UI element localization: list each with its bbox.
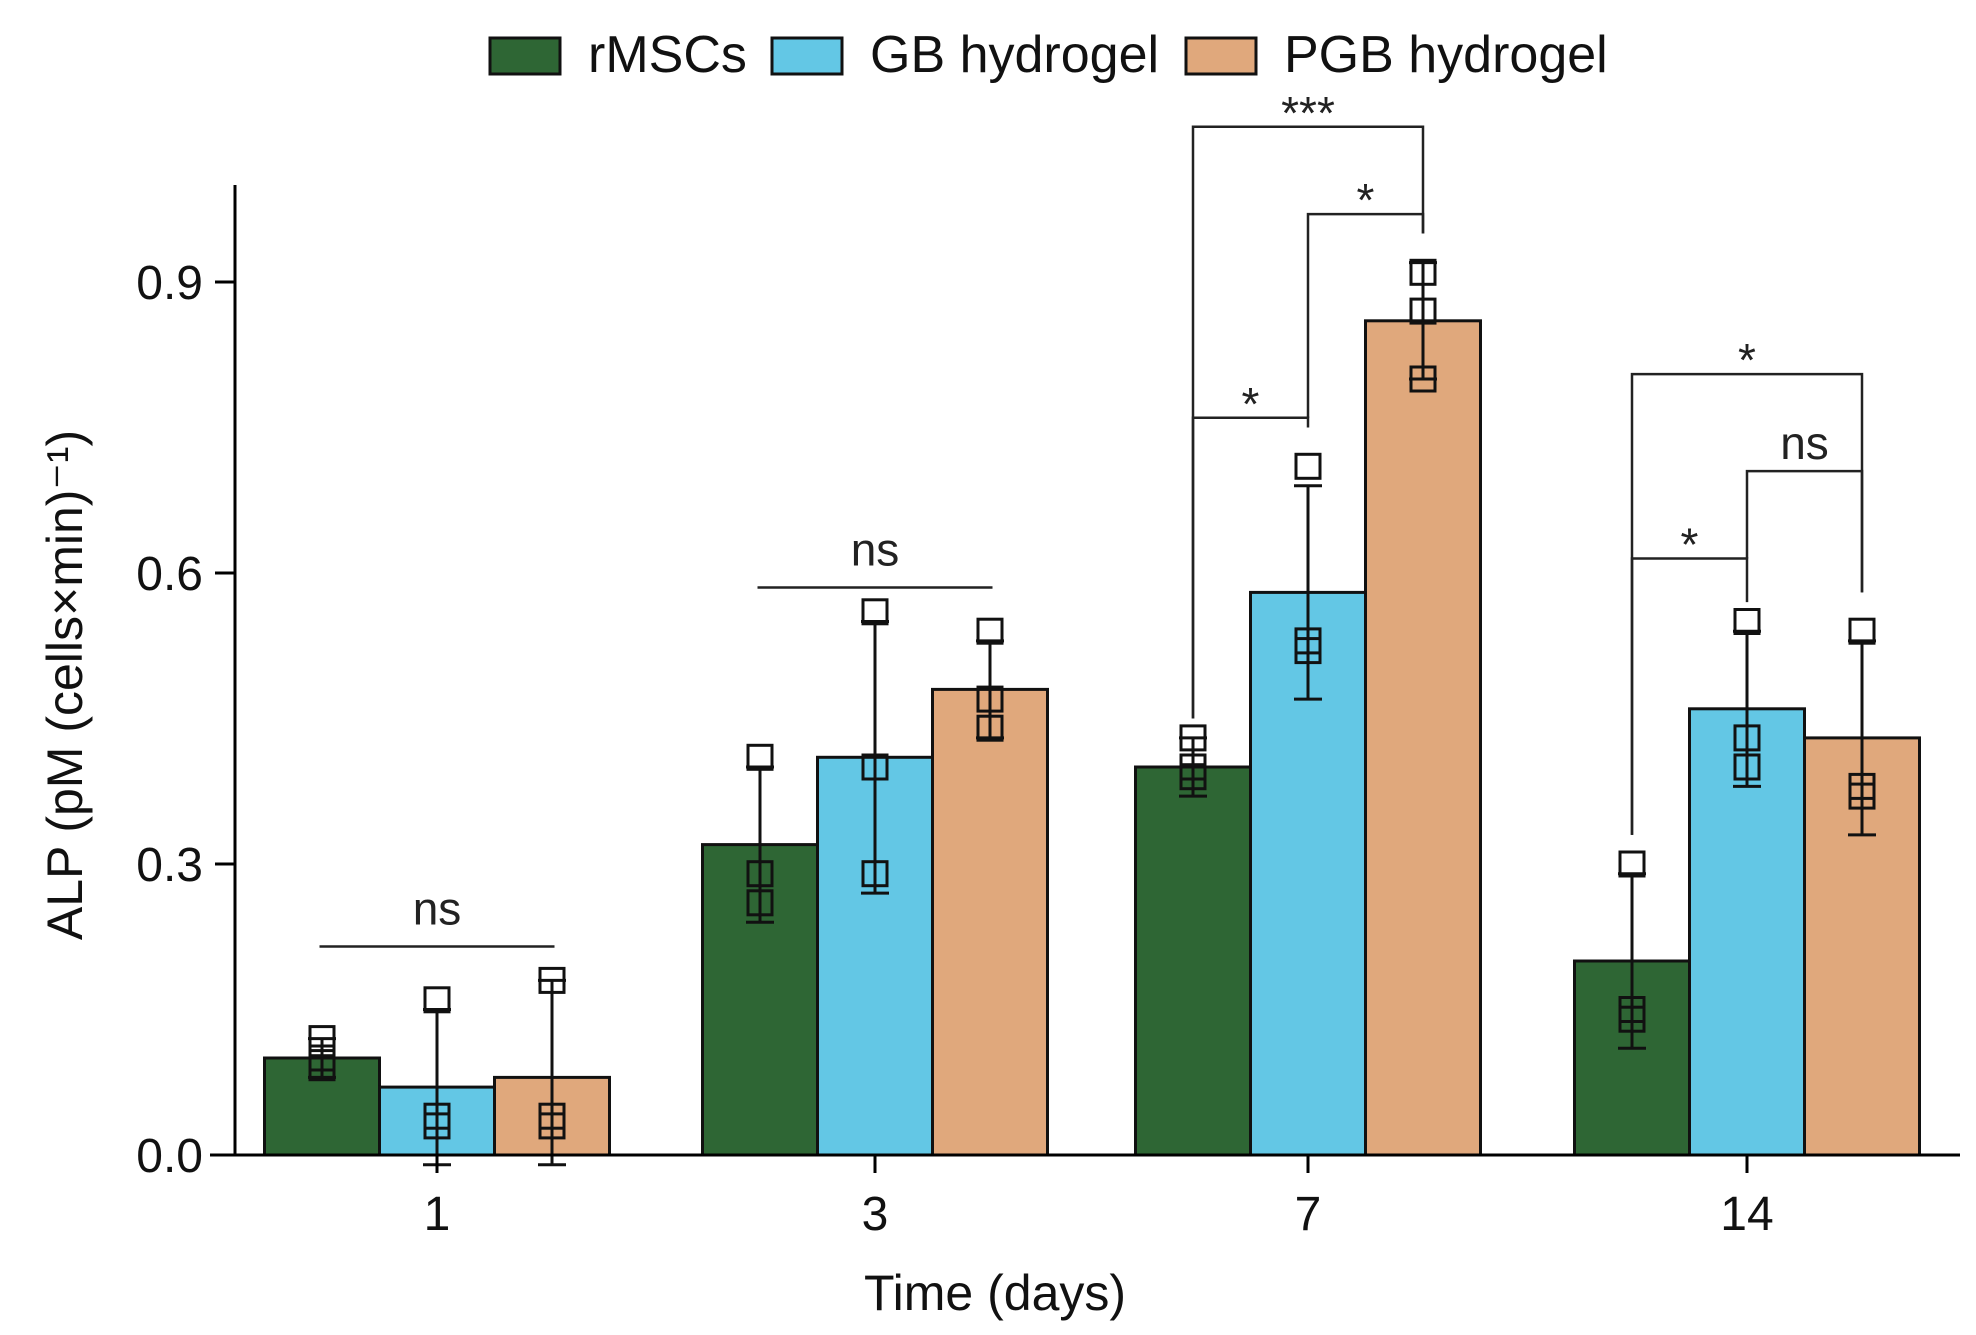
legend-label: GB hydrogel [870,26,1159,84]
data-point [1409,258,1437,286]
data-point [1618,850,1646,878]
data-point [746,889,774,917]
legend-swatch [1184,36,1258,76]
legend: rMSCs GB hydrogel PGB hydrogel [488,26,1608,84]
data-point [308,1025,336,1053]
bars [263,319,1921,1157]
data-point [976,617,1004,645]
y-axis-title: ALP (pM (cells×min)⁻¹) [37,430,93,940]
significance-label: * [1681,518,1699,570]
significance-label: * [1242,378,1260,430]
x-tick-label: 7 [1295,1188,1322,1241]
data-point [1618,1005,1646,1033]
significance-bracket [1745,469,1864,593]
data-point [538,966,566,994]
data-point [746,743,774,771]
bar [931,687,1049,1157]
data-point [861,598,889,626]
x-tick-label: 14 [1720,1188,1773,1241]
data-point [308,1054,336,1082]
y-tick-label: 0.0 [136,1130,203,1183]
data-point [1848,617,1876,645]
legend-label: PGB hydrogel [1284,26,1608,84]
y-tick-label: 0.3 [136,839,203,892]
legend-swatch [770,36,844,76]
x-tick-label: 1 [424,1188,451,1241]
x-tick-label: 3 [862,1188,889,1241]
data-point [1294,452,1322,480]
axes: 0.0 0.3 0.6 0.9 1 3 7 14 [136,185,1960,1241]
data-point [1409,297,1437,325]
data-point [423,986,451,1014]
significance-bracket [1191,125,1425,719]
y-tick-label: 0.6 [136,548,203,601]
error-bars [308,261,1876,1167]
data-point [1179,724,1207,752]
data-point [1294,637,1322,665]
legend-swatch [488,36,562,76]
x-axis-title: Time (days) [864,1265,1126,1321]
significance-label: *** [1281,87,1335,139]
data-point [1733,608,1761,635]
significance-label: * [1738,334,1756,386]
data-point [1179,763,1207,791]
data-point [1848,782,1876,810]
data-point [976,685,1004,713]
data-point [1409,365,1437,393]
y-tick-label: 0.9 [136,257,203,310]
data-point [1733,753,1761,781]
data-point [538,1112,566,1140]
data-point [746,860,774,888]
data-point [861,753,889,781]
data-point [423,1112,451,1140]
legend-label: rMSCs [588,26,747,84]
significance-bracket [1630,372,1864,835]
significance-label: * [1357,174,1375,226]
bar [1364,319,1482,1157]
data-points [308,258,1876,1140]
data-point [1733,724,1761,752]
bar [1134,765,1252,1157]
data-point [976,714,1004,742]
significance-label: ns [413,882,462,934]
significance-label: ns [1780,417,1829,469]
data-point [861,860,889,888]
significance-label: ns [851,524,900,576]
